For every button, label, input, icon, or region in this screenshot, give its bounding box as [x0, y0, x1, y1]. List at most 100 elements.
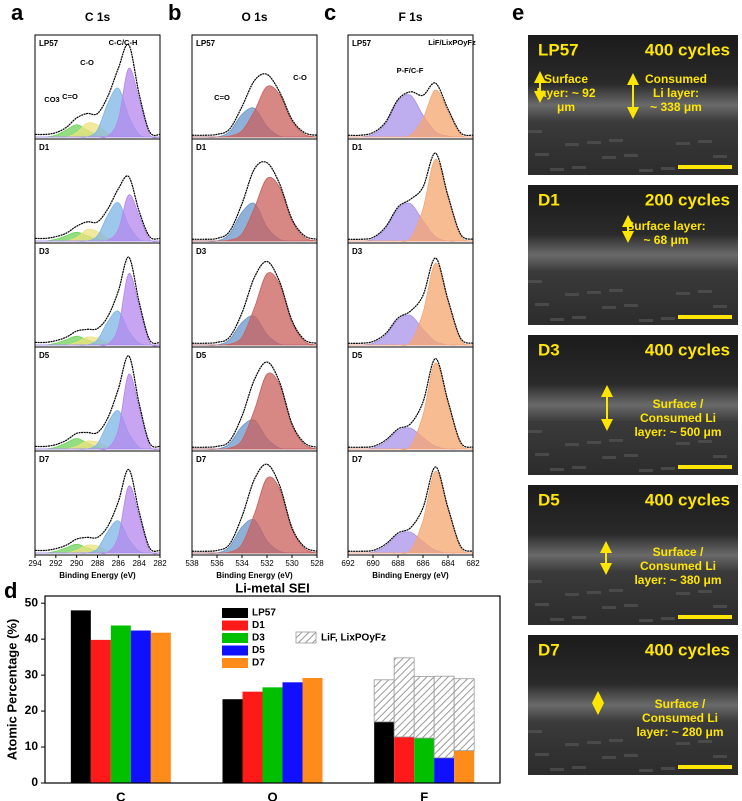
- component-area: [191, 272, 318, 346]
- legend-label: LP57: [252, 608, 276, 619]
- panel-label: c: [324, 0, 336, 25]
- peak-annotation: C-C/C-H: [109, 38, 138, 47]
- sem-texture: [535, 453, 549, 456]
- sem-texture: [676, 592, 690, 595]
- sample-label: D5: [196, 351, 207, 360]
- peak-annotation: C-O: [80, 58, 94, 67]
- peak-annotation: C=O: [214, 93, 230, 102]
- sem-cycles: 400 cycles: [645, 40, 730, 59]
- bar: [222, 699, 243, 783]
- envelope-line: [347, 152, 474, 240]
- sem-texture: [572, 316, 586, 319]
- bar: [130, 630, 151, 783]
- sem-texture: [550, 168, 564, 171]
- y-tick-label: 40: [25, 631, 39, 645]
- sem-texture: [698, 290, 712, 293]
- sem-note: Surface /: [655, 697, 706, 711]
- x-tick-label: C: [116, 789, 126, 801]
- envelope-line: [191, 161, 318, 240]
- sample-label: LP57: [352, 39, 372, 48]
- subplot-frame: [191, 450, 318, 556]
- sem-sample: LP57: [538, 40, 579, 59]
- hatched-bar: [433, 675, 455, 759]
- peak-annotation: LiF/LixPOyFz: [428, 38, 476, 47]
- sem-texture: [602, 456, 616, 459]
- sem-texture: [587, 141, 601, 144]
- sem-texture: [565, 443, 579, 446]
- sem-texture: [639, 769, 653, 772]
- sem-texture: [639, 469, 653, 472]
- sem-sample: D1: [538, 190, 560, 209]
- sem-note: μm: [557, 100, 575, 114]
- sem-note: Surface layer:: [626, 219, 705, 233]
- component-area: [347, 89, 474, 138]
- sem-note: Surface /: [653, 397, 704, 411]
- bar: [282, 682, 303, 783]
- sem-texture: [698, 590, 712, 593]
- sample-label: D3: [39, 247, 50, 256]
- sem-texture: [528, 730, 542, 733]
- legend-swatch: [295, 631, 317, 644]
- sem-texture: [535, 753, 549, 756]
- sample-label: D7: [196, 455, 207, 464]
- sem-sample: D3: [538, 340, 560, 359]
- peak-annotation: C=O: [62, 92, 78, 101]
- x-tick-label: 684: [441, 559, 455, 568]
- sem-texture: [528, 280, 542, 283]
- sem-texture: [535, 603, 549, 606]
- envelope-line: [347, 82, 474, 137]
- sample-label: D1: [39, 143, 50, 152]
- x-axis-label: Binding Energy (eV): [59, 571, 136, 580]
- x-tick-label: 284: [132, 559, 146, 568]
- sem-texture: [550, 768, 564, 771]
- sample-label: D3: [196, 247, 207, 256]
- sem-texture: [572, 466, 586, 469]
- sem-note: layer: ~ 380 μm: [634, 573, 721, 587]
- sem-texture: [698, 140, 712, 143]
- sem-texture: [676, 142, 690, 145]
- sem-cycles: 400 cycles: [645, 640, 730, 659]
- y-tick-label: 30: [25, 667, 39, 681]
- panel-title: O 1s: [241, 10, 267, 24]
- sem-texture: [587, 591, 601, 594]
- sem-texture: [676, 292, 690, 295]
- sem-sample: D5: [538, 490, 560, 509]
- sem-image: [528, 185, 738, 325]
- panel-label: d: [4, 578, 17, 603]
- component-area: [34, 273, 161, 347]
- sem-texture: [550, 618, 564, 621]
- envelope-line: [34, 355, 161, 448]
- sem-note: layer: ~ 280 μm: [636, 725, 723, 739]
- subplot-frame: [347, 450, 474, 556]
- sem-texture: [639, 169, 653, 172]
- sample-label: LP57: [196, 39, 216, 48]
- sample-label: D7: [352, 455, 363, 464]
- envelope-line: [191, 463, 318, 552]
- sem-sample: D7: [538, 640, 560, 659]
- panel-title: C 1s: [85, 10, 111, 24]
- x-tick-label: 692: [341, 559, 355, 568]
- sem-texture: [639, 619, 653, 622]
- bar: [150, 632, 171, 783]
- sem-image: [528, 485, 738, 625]
- component-area: [192, 372, 318, 450]
- x-tick-label: 286: [112, 559, 126, 568]
- legend-swatch: [222, 658, 248, 668]
- sample-label: LP57: [39, 39, 59, 48]
- sem-texture: [713, 455, 727, 458]
- y-tick-label: 0: [31, 775, 38, 789]
- hatched-bar: [453, 678, 475, 752]
- sem-note: Surface /: [653, 545, 704, 559]
- x-axis-label: Binding Energy (eV): [216, 571, 293, 580]
- x-tick-label: 538: [185, 559, 199, 568]
- x-tick-label: 292: [49, 559, 63, 568]
- x-tick-label: 534: [235, 559, 249, 568]
- panel-title: F 1s: [398, 10, 422, 24]
- panel-label: a: [11, 0, 24, 25]
- x-tick-label: 290: [70, 559, 84, 568]
- y-tick-label: 10: [25, 739, 39, 753]
- x-tick-label: 690: [366, 559, 380, 568]
- bar: [90, 639, 111, 783]
- component-area: [35, 194, 161, 242]
